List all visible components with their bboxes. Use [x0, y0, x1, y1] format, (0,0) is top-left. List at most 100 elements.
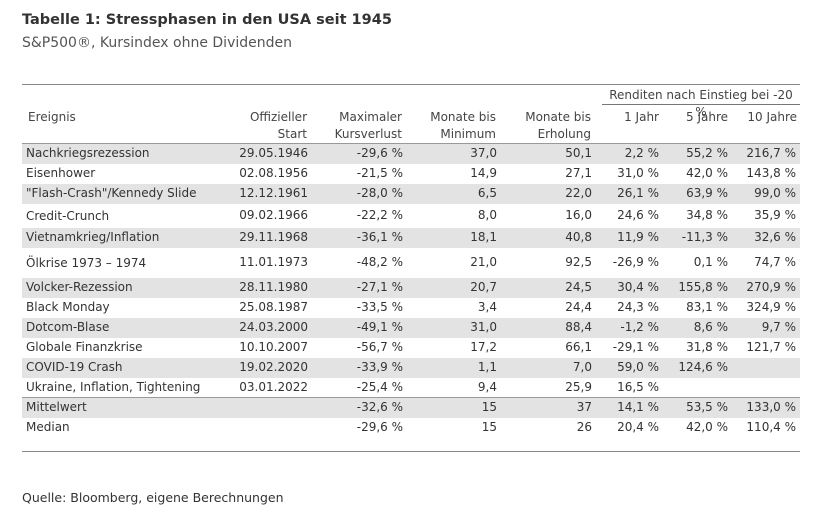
table-row: Ölkrise 1973 – 1974 11.01.1973 -48,2 % 2… — [22, 248, 800, 278]
cell-5y: 83,1 % — [686, 300, 728, 314]
cell-loss: -21,5 % — [356, 166, 403, 180]
cell-rec: 25,9 — [565, 379, 592, 394]
cell-10y: 9,7 % — [732, 317, 800, 338]
cell-1y: 20,4 % — [617, 420, 659, 434]
source-note: Quelle: Bloomberg, eigene Berechnungen — [22, 490, 284, 505]
cell-rec: 27,1 — [565, 166, 592, 180]
cell-1y: -29,1 % — [612, 340, 659, 354]
summary-row-median: Median -29,6 % 15 26 20,4 % 42,0 % 110,4… — [22, 418, 800, 438]
cell-loss: -32,6 % — [312, 397, 407, 418]
cell-10y: 32,6 % — [732, 227, 800, 248]
cell-event: Nachkriegsrezession — [22, 143, 222, 164]
col-header-rec: Monate bis Erholung — [501, 109, 591, 143]
cell-start: 02.08.1956 — [239, 166, 308, 180]
table-row: Globale Finanzkrise 10.10.2007 -56,7 % 1… — [22, 338, 800, 358]
cell-rec: 24,4 — [565, 300, 592, 314]
table-bottom-rule — [22, 451, 800, 452]
cell-min: 15 — [481, 420, 497, 434]
cell-min: 14,9 — [470, 166, 497, 180]
cell-min: 1,1 — [407, 357, 501, 378]
col-header-loss: Maximaler Kursverlust — [312, 109, 402, 143]
col-header-min: Monate bis Minimum — [407, 109, 496, 143]
cell-start: 28.11.1980 — [222, 277, 312, 298]
cell-1y: 14,1 % — [596, 397, 663, 418]
cell-rec: 16,0 — [565, 208, 592, 222]
cell-loss: -36,1 % — [312, 227, 407, 248]
cell-start: 24.03.2000 — [222, 317, 312, 338]
cell-1y: -26,9 % — [612, 255, 659, 269]
cell-rec: 7,0 — [501, 357, 596, 378]
col-header-1y: 1 Jahr — [624, 110, 659, 124]
cell-start: 19.02.2020 — [222, 357, 312, 378]
cell-start — [222, 418, 312, 438]
cell-event: Eisenhower — [26, 166, 96, 180]
cell-min: 31,0 — [407, 317, 501, 338]
table-row: Ukraine, Inflation, Tightening 03.01.202… — [22, 378, 800, 398]
cell-event: Ölkrise 1973 – 1974 — [26, 255, 147, 270]
cell-event: Black Monday — [26, 300, 110, 314]
cell-start: 10.10.2007 — [239, 340, 308, 354]
cell-start — [222, 397, 312, 418]
summary-row-mean: Mittelwert -32,6 % 15 37 14,1 % 53,5 % 1… — [22, 397, 800, 418]
col-header-start-line1: Offizieller — [249, 110, 307, 124]
table-row: Volcker-Rezession 28.11.1980 -27,1 % 20,… — [22, 277, 800, 298]
cell-5y: 124,6 % — [663, 357, 732, 378]
col-header-min-line2: Minimum — [440, 127, 496, 141]
cell-start: 29.11.1968 — [222, 227, 312, 248]
cell-1y: 2,2 % — [596, 143, 663, 164]
col-header-start: Offizieller Start — [222, 109, 307, 143]
cell-min: 6,5 — [407, 183, 501, 204]
cell-1y: 24,3 % — [617, 300, 659, 314]
cell-event: Vietnamkrieg/Inflation — [22, 227, 222, 248]
cell-10y: 143,8 % — [746, 166, 796, 180]
cell-1y: -1,2 % — [596, 317, 663, 338]
cell-10y — [732, 378, 800, 398]
cell-loss: -25,4 % — [356, 379, 403, 394]
cell-min: 18,1 — [407, 227, 501, 248]
cell-5y: 155,8 % — [663, 277, 732, 298]
cell-10y: 99,0 % — [732, 183, 800, 204]
cell-loss: -33,5 % — [356, 300, 403, 314]
cell-5y: 55,2 % — [663, 143, 732, 164]
cell-10y: 121,7 % — [746, 340, 796, 354]
cell-start: 03.01.2022 — [239, 379, 308, 394]
cell-event: COVID-19 Crash — [22, 357, 222, 378]
table-row: Vietnamkrieg/Inflation 29.11.1968 -36,1 … — [22, 227, 800, 248]
returns-group-header: Renditen nach Einstieg bei -20 % — [609, 88, 793, 119]
col-header-event: Ereignis — [28, 110, 76, 124]
col-header-start-line2: Start — [277, 127, 307, 141]
cell-start: 29.05.1946 — [222, 143, 312, 164]
stress-phases-table: Nachkriegsrezession 29.05.1946 -29,6 % 3… — [22, 143, 800, 438]
cell-loss: -49,1 % — [312, 317, 407, 338]
cell-start: 12.12.1961 — [222, 183, 312, 204]
cell-1y: 31,0 % — [617, 166, 659, 180]
cell-start: 25.08.1987 — [239, 300, 308, 314]
cell-loss: -48,2 % — [356, 255, 403, 269]
cell-rec: 24,5 — [501, 277, 596, 298]
cell-1y: 24,6 % — [617, 208, 659, 222]
cell-loss: -29,6 % — [356, 420, 403, 434]
cell-loss: -56,7 % — [356, 340, 403, 354]
cell-rec: 66,1 — [565, 340, 592, 354]
cell-rec: 40,8 — [501, 227, 596, 248]
cell-min: 8,0 — [477, 208, 497, 222]
cell-start: 09.02.1966 — [239, 208, 308, 222]
cell-rec: 92,5 — [565, 255, 592, 269]
cell-min: 17,2 — [470, 340, 497, 354]
cell-5y: 0,1 % — [693, 255, 728, 269]
cell-event: Median — [26, 420, 70, 434]
col-header-loss-line2: Kursverlust — [334, 127, 402, 141]
cell-min: 9,4 — [477, 379, 497, 394]
cell-5y: 42,0 % — [686, 166, 728, 180]
cell-event: Mittelwert — [22, 397, 222, 418]
cell-loss: -29,6 % — [312, 143, 407, 164]
col-header-min-line1: Monate bis — [430, 110, 496, 124]
cell-rec: 26 — [576, 420, 592, 434]
cell-event: Dotcom-Blase — [22, 317, 222, 338]
cell-1y: 26,1 % — [596, 183, 663, 204]
cell-event: "Flash-Crash"/Kennedy Slide — [22, 183, 222, 204]
table-row: Eisenhower 02.08.1956 -21,5 % 14,9 27,1 … — [22, 164, 800, 184]
table-row: Dotcom-Blase 24.03.2000 -49,1 % 31,0 88,… — [22, 317, 800, 338]
cell-1y: 30,4 % — [596, 277, 663, 298]
col-header-rec-line1: Monate bis — [525, 110, 591, 124]
